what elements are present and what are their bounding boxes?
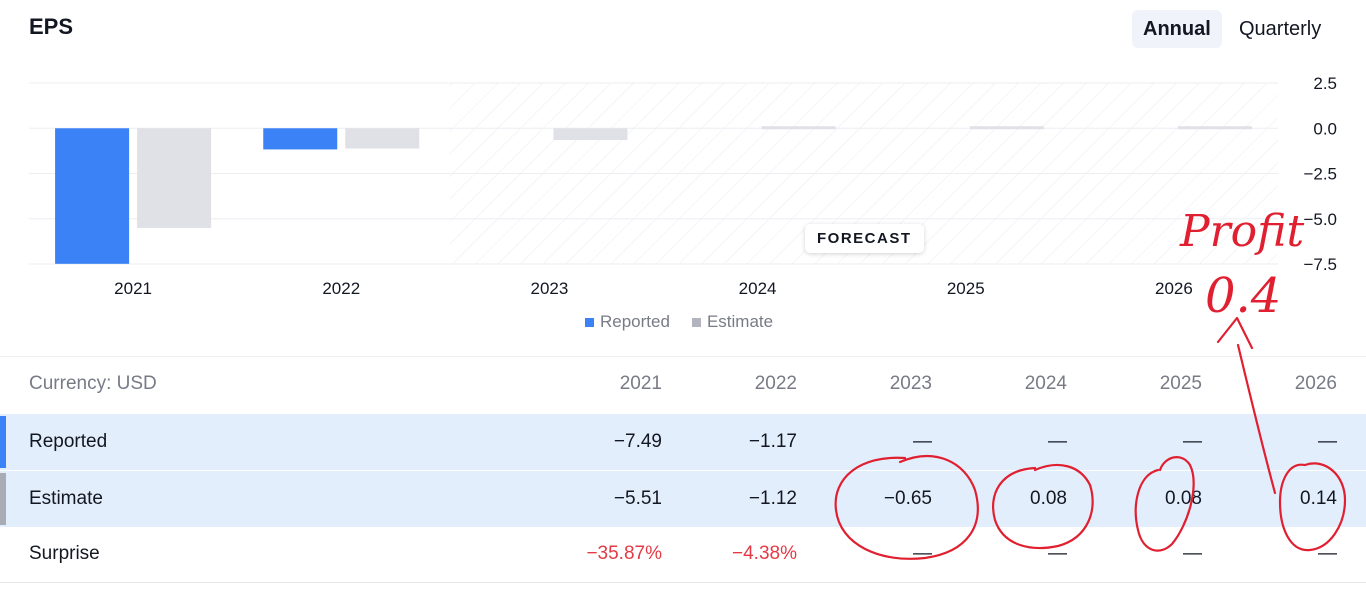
year-header: 2021	[619, 373, 662, 394]
table-header-row: Currency: USD 2021 2022 2023 2024 2025 2…	[0, 356, 1366, 412]
legend-label-estimate: Estimate	[706, 312, 774, 331]
table-cell: −4.38%	[732, 543, 797, 564]
y-tick-label: −7.5	[1303, 255, 1337, 274]
table-cell: −1.17	[748, 431, 797, 452]
table-cell: —	[1183, 431, 1202, 452]
currency-label: Currency: USD	[29, 373, 157, 394]
bar-estimate-2023	[553, 128, 628, 141]
x-tick-label: 2021	[114, 279, 152, 298]
x-tick-label: 2025	[947, 279, 985, 298]
bar-estimate-2024	[761, 126, 836, 130]
x-tick-label: 2026	[1155, 279, 1193, 298]
table-cell: —	[913, 543, 932, 564]
table-cell: —	[1048, 543, 1067, 564]
table-cell: —	[913, 431, 932, 452]
y-tick-label: 2.5	[1313, 74, 1337, 93]
table-cell: 0.08	[1165, 488, 1202, 509]
bar-reported-2022	[263, 128, 338, 150]
row-label: Estimate	[29, 488, 103, 509]
y-tick-label: 0.0	[1313, 119, 1337, 138]
legend-label-reported: Reported	[600, 312, 670, 331]
estimate-row-marker	[0, 473, 6, 525]
forecast-badge: FORECAST	[805, 224, 924, 253]
table-cell: —	[1048, 431, 1067, 452]
table-row-surprise: Surprise −35.87% −4.38% — — — —	[0, 526, 1366, 583]
table-cell: −5.51	[613, 488, 662, 509]
bar-estimate-2025	[969, 126, 1044, 130]
table-cell: —	[1183, 543, 1202, 564]
bar-estimate-2026	[1177, 126, 1252, 130]
table-row-estimate: Estimate −5.51 −1.12 −0.65 0.08 0.08 0.1…	[0, 470, 1366, 527]
year-header: 2025	[1159, 373, 1202, 394]
table-cell: —	[1318, 543, 1337, 564]
legend-item-estimate[interactable]: Estimate	[691, 312, 774, 332]
bar-reported-2021	[55, 128, 130, 264]
chart-legend: Reported Estimate	[585, 312, 773, 332]
bar-estimate-2022	[345, 128, 420, 149]
eps-bar-chart: 2.5 0.0 −2.5 −5.0 −7.5 2021 2022 2023 2024 2025 20…	[29, 74, 1337, 298]
table-cell: 0.14	[1300, 488, 1337, 509]
annual-toggle[interactable]: Annual	[1132, 10, 1222, 48]
page-title: EPS	[29, 14, 74, 39]
year-header: 2022	[754, 373, 797, 394]
year-header: 2023	[889, 373, 932, 394]
y-tick-label: −2.5	[1303, 165, 1337, 184]
x-tick-label: 2024	[739, 279, 777, 298]
row-label: Surprise	[29, 543, 100, 564]
table-row-reported: Reported −7.49 −1.17 — — — —	[0, 414, 1366, 470]
reported-swatch-icon	[585, 317, 594, 327]
y-tick-label: −5.0	[1303, 210, 1337, 229]
row-label: Reported	[29, 431, 108, 452]
table-cell: −1.12	[748, 488, 797, 509]
table-cell: 0.08	[1030, 488, 1067, 509]
table-cell: −35.87%	[586, 543, 662, 564]
x-tick-label: 2023	[531, 279, 569, 298]
legend-item-reported[interactable]: Reported	[585, 312, 670, 332]
x-tick-label: 2022	[322, 279, 360, 298]
year-header: 2024	[1024, 373, 1067, 394]
table-cell: —	[1318, 431, 1337, 452]
estimate-swatch-icon	[691, 317, 701, 327]
bar-estimate-2021	[137, 128, 212, 228]
table-cell: −7.49	[613, 431, 662, 452]
reported-row-marker	[0, 416, 6, 468]
section-divider	[0, 356, 1366, 357]
quarterly-toggle[interactable]: Quarterly	[1239, 18, 1322, 40]
table-cell: −0.65	[883, 488, 932, 509]
year-header: 2026	[1294, 373, 1337, 394]
